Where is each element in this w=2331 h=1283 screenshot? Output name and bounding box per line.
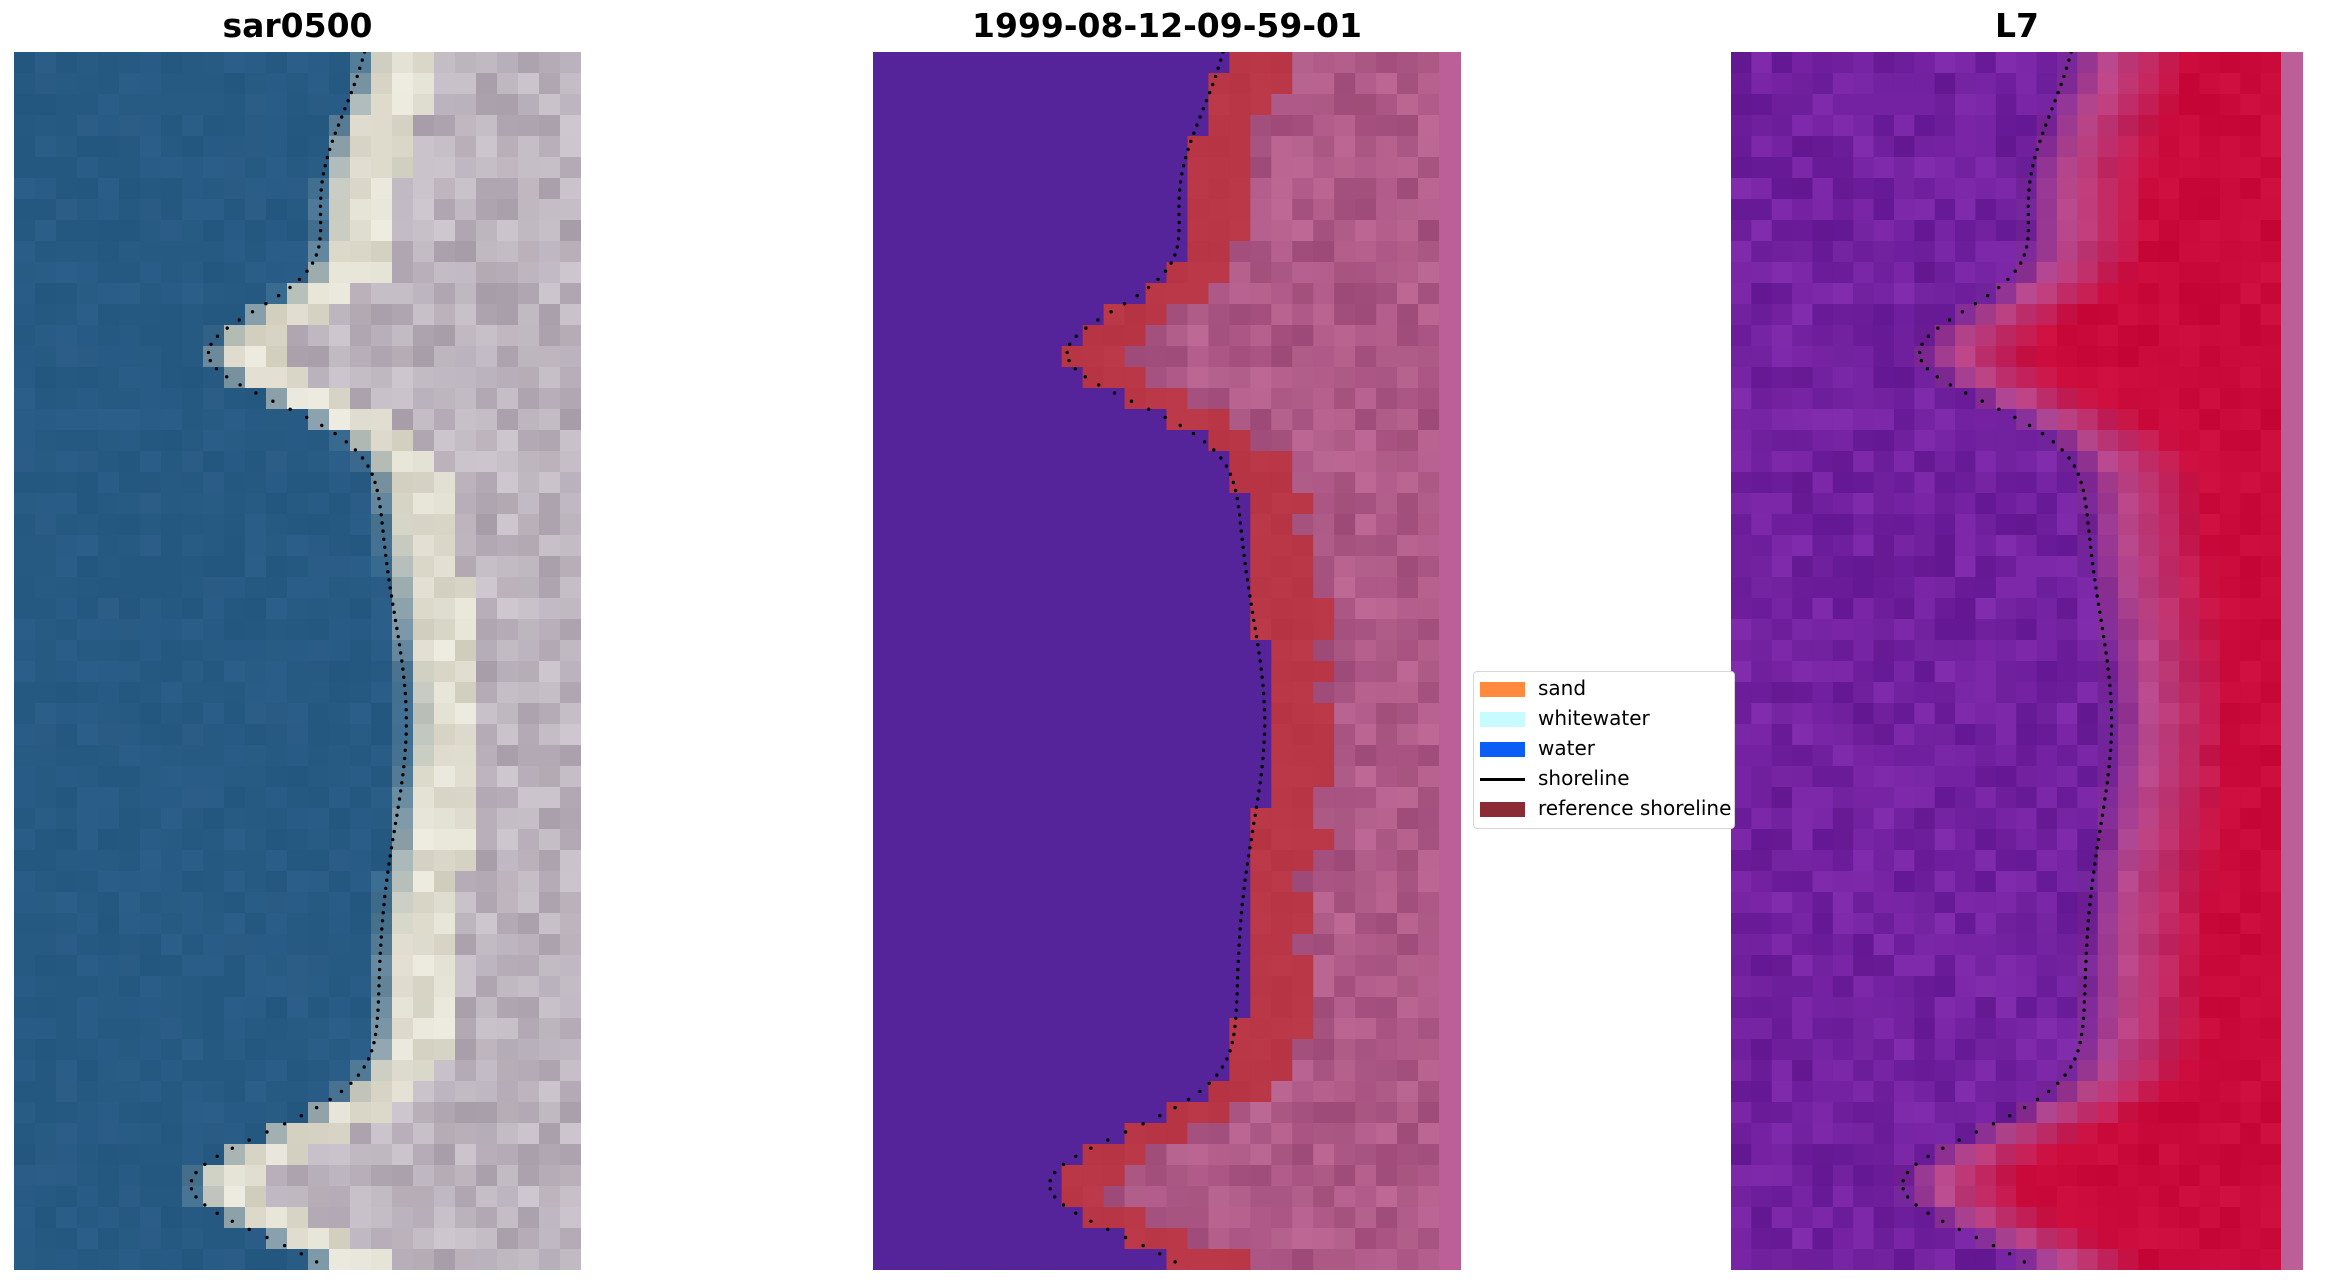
legend-swatch-sand: [1480, 682, 1525, 697]
rgb-image: [14, 52, 581, 1270]
legend-label-shoreline: shoreline: [1538, 766, 1630, 790]
classified-image-panel: [873, 52, 1461, 1270]
legend-swatch-reference-shoreline: [1480, 802, 1525, 817]
legend-item-shoreline: shoreline: [1478, 765, 1732, 793]
l7-image-panel: [1731, 52, 2303, 1270]
legend-item-reference-shoreline: reference shoreline: [1478, 795, 1732, 823]
legend-item-whitewater: whitewater: [1478, 705, 1732, 733]
panel-title-rgb: sar0500: [222, 6, 373, 45]
classified-image: [873, 52, 1461, 1270]
l7-image: [1731, 52, 2303, 1270]
legend-label-water: water: [1538, 736, 1595, 760]
legend-label-whitewater: whitewater: [1538, 706, 1650, 730]
panel-title-l7: L7: [1995, 6, 2039, 45]
legend-item-sand: sand: [1478, 675, 1732, 703]
legend-label-reference-shoreline: reference shoreline: [1538, 796, 1732, 820]
legend-line-shoreline: [1480, 778, 1525, 781]
legend-swatch-whitewater: [1480, 712, 1525, 727]
legend-item-water: water: [1478, 735, 1732, 763]
legend-label-sand: sand: [1538, 676, 1587, 700]
legend: sand whitewater water shoreline referenc…: [1473, 671, 1735, 829]
rgb-image-panel: [14, 52, 581, 1270]
legend-swatch-water: [1480, 742, 1525, 757]
panel-title-classified: 1999-08-12-09-59-01: [972, 6, 1362, 45]
